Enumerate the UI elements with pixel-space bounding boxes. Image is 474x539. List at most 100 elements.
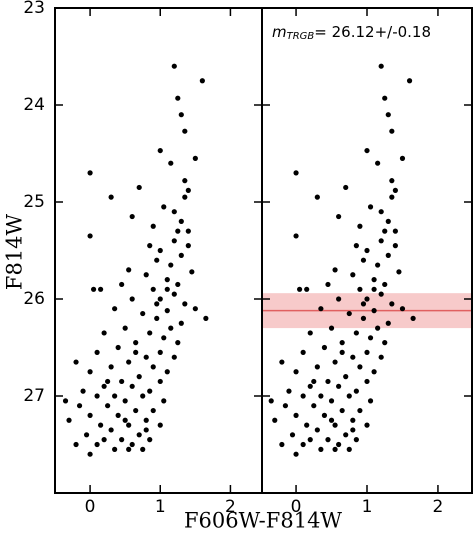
- data-point: [350, 417, 356, 423]
- data-point: [399, 155, 406, 161]
- data-point: [311, 403, 317, 409]
- data-point: [343, 432, 349, 438]
- data-point: [311, 378, 317, 385]
- data-point: [87, 369, 93, 375]
- data-point: [360, 315, 367, 321]
- data-point: [157, 378, 163, 385]
- data-point: [178, 218, 184, 224]
- data-point: [73, 359, 79, 365]
- data-point: [147, 388, 153, 394]
- data-point: [164, 286, 170, 292]
- data-point: [122, 417, 128, 423]
- data-point: [133, 407, 139, 414]
- data-point: [360, 257, 367, 263]
- data-point: [161, 335, 167, 341]
- data-point: [143, 417, 149, 423]
- data-point: [171, 238, 177, 244]
- data-point: [307, 383, 313, 389]
- data-point: [378, 291, 384, 297]
- data-point: [119, 378, 125, 385]
- data-point: [182, 128, 188, 134]
- data-point: [126, 359, 132, 365]
- data-point: [336, 213, 342, 220]
- data-point: [353, 388, 359, 394]
- data-point: [332, 422, 338, 428]
- data-point: [94, 393, 100, 399]
- data-point: [126, 422, 132, 428]
- data-point: [282, 403, 289, 409]
- data-point: [307, 330, 313, 336]
- data-point: [164, 308, 170, 314]
- data-point: [406, 78, 413, 84]
- data-point: [175, 228, 181, 234]
- data-point: [371, 277, 377, 283]
- data-point: [328, 325, 335, 331]
- data-point: [375, 262, 381, 268]
- data-point: [314, 427, 320, 433]
- data-point: [112, 446, 118, 452]
- data-point: [87, 451, 93, 457]
- data-point: [367, 335, 374, 341]
- data-point: [147, 243, 153, 249]
- data-point: [90, 286, 97, 292]
- data-point: [382, 281, 388, 288]
- data-point: [389, 194, 395, 200]
- data-point: [129, 383, 135, 389]
- data-point: [108, 427, 114, 433]
- data-point: [336, 383, 342, 389]
- data-point: [150, 223, 156, 229]
- data-point: [325, 437, 331, 443]
- data-point: [364, 378, 370, 385]
- trgb-label: mTRGB= 26.12+/-0.18: [272, 23, 431, 43]
- data-point: [119, 281, 125, 288]
- data-point: [382, 340, 388, 346]
- data-point: [136, 184, 142, 191]
- data-point: [385, 252, 391, 258]
- x-tick-label: 0: [291, 497, 302, 517]
- data-point: [364, 422, 370, 428]
- data-point: [101, 383, 107, 389]
- trgb-text: = 26.12+/-0.18: [314, 23, 431, 41]
- data-point: [339, 407, 345, 414]
- data-point: [318, 306, 324, 312]
- data-point: [182, 178, 188, 184]
- data-point: [318, 446, 324, 452]
- data-point: [115, 344, 121, 351]
- data-point: [178, 252, 184, 258]
- data-point: [164, 277, 170, 283]
- data-point: [168, 262, 174, 268]
- data-point: [185, 228, 191, 234]
- data-point: [293, 170, 299, 176]
- data-point: [307, 437, 313, 443]
- data-point: [350, 427, 356, 433]
- x-axis-label: F606W-F814W: [184, 509, 342, 533]
- data-point: [364, 247, 370, 254]
- data-point: [178, 112, 184, 118]
- trgb-symbol: m: [272, 23, 287, 41]
- data-point: [185, 187, 191, 193]
- data-point: [350, 272, 356, 278]
- data-point: [73, 441, 79, 448]
- data-point: [157, 147, 163, 154]
- data-point: [385, 112, 391, 118]
- data-point: [371, 308, 377, 314]
- data-point: [293, 412, 299, 418]
- data-point: [101, 330, 107, 336]
- y-tick-label: 24: [23, 95, 45, 115]
- data-point: [297, 286, 303, 292]
- data-point: [129, 296, 135, 302]
- data-point: [279, 359, 285, 365]
- data-point: [389, 301, 395, 307]
- data-point: [357, 286, 363, 292]
- data-point: [350, 354, 356, 360]
- data-point: [108, 364, 114, 370]
- data-point: [364, 147, 370, 154]
- data-point: [375, 160, 381, 166]
- data-point: [154, 257, 160, 263]
- data-point: [336, 296, 342, 302]
- data-point: [136, 432, 142, 438]
- data-point: [105, 378, 111, 385]
- data-point: [332, 359, 338, 365]
- data-point: [353, 330, 359, 336]
